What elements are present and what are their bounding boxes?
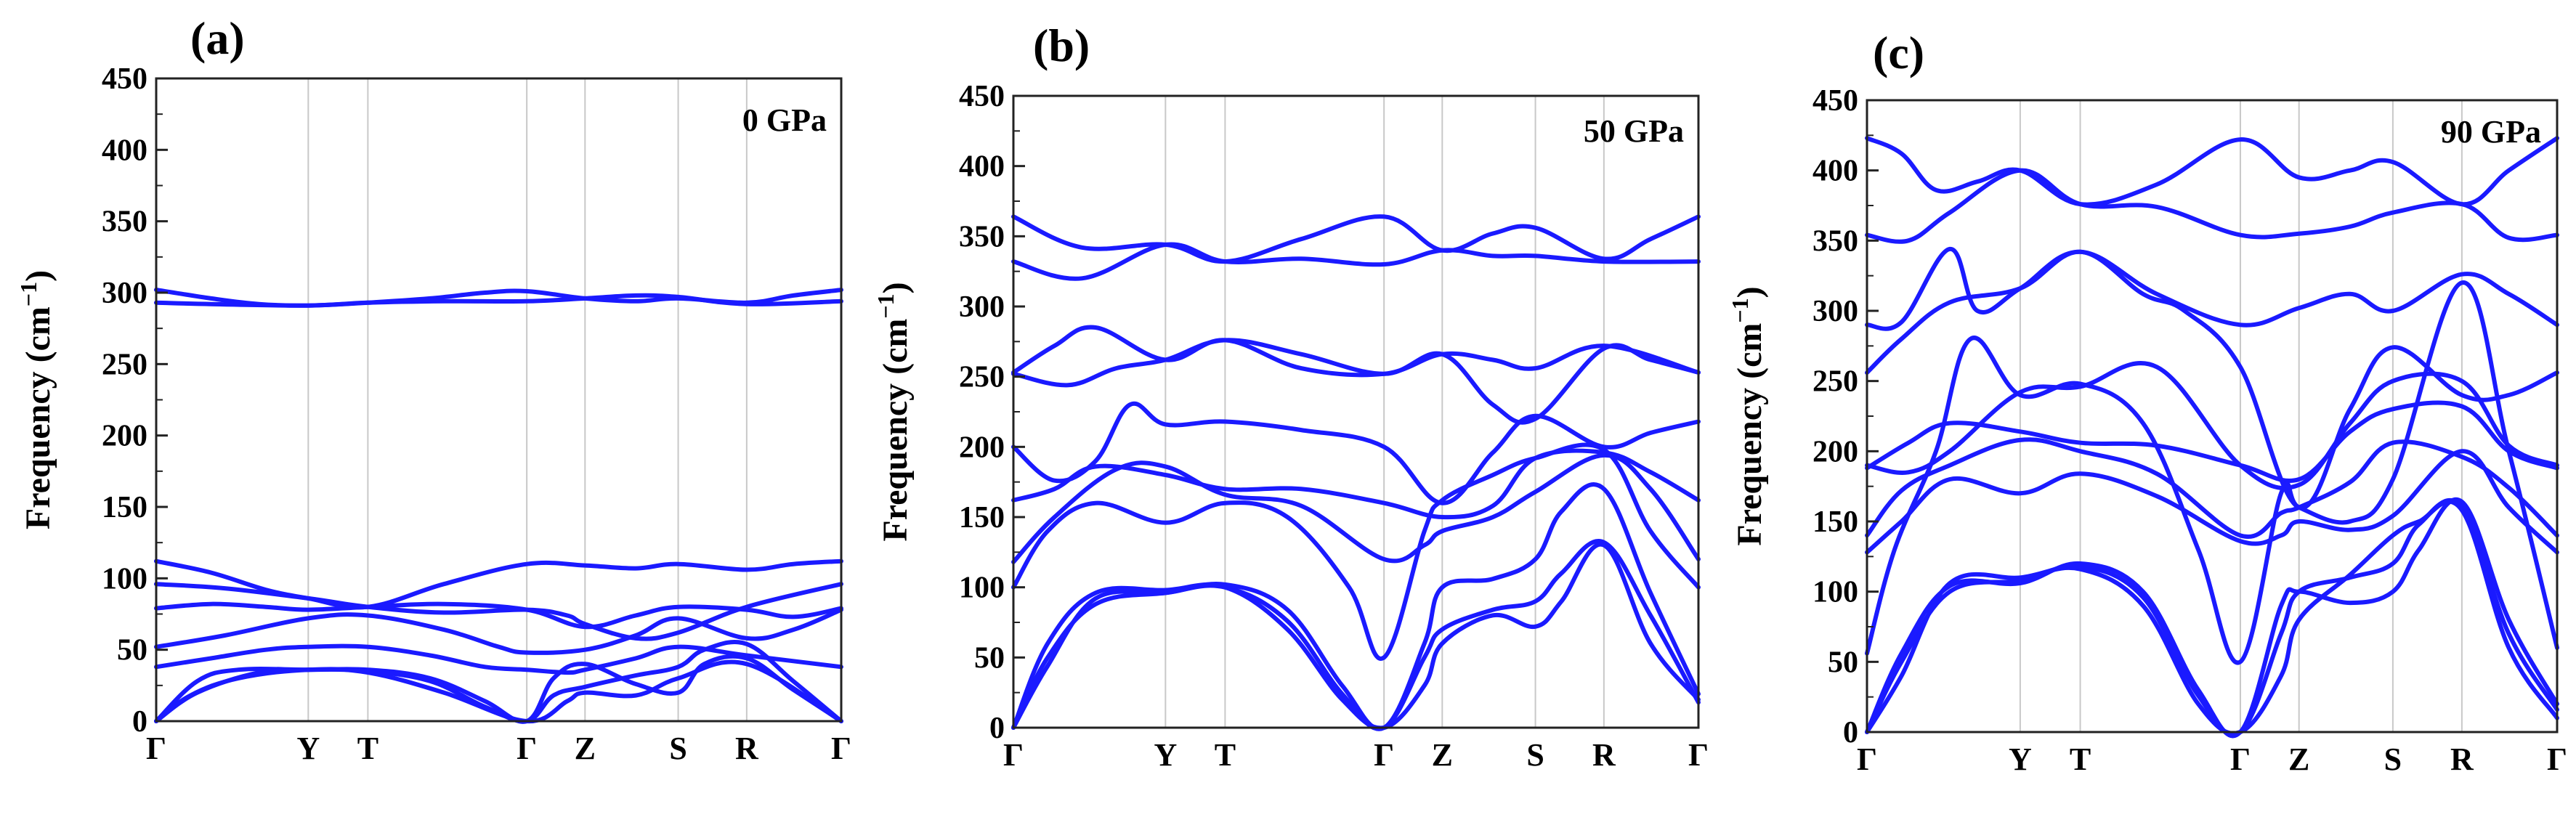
- y-axis-label: Frequency (cm−1): [15, 270, 57, 529]
- y-tick-label: 450: [1812, 84, 1858, 118]
- panel-c: 0 50 100 150 200 250 300 350 400 450 Γ Y T Γ Z S R Γ (c) 90…: [1727, 27, 2567, 777]
- kpoint-label: R: [2450, 741, 2474, 777]
- y-tick-label: 250: [1812, 365, 1858, 399]
- y-tick-label: 350: [959, 220, 1005, 253]
- band-branch-3: [1011, 401, 1701, 505]
- y-tick-label: 300: [102, 277, 147, 310]
- band-acoustic-3: [1865, 499, 2559, 736]
- band-branch-3: [154, 601, 843, 630]
- y-tick-label: 400: [102, 134, 147, 167]
- kpoint-label: Γ: [1374, 737, 1394, 773]
- band-optical-2: [154, 293, 843, 308]
- band-branch-4: [1865, 400, 2559, 484]
- band-branch-4: [1011, 448, 1701, 520]
- band-branch-5: [1865, 437, 2559, 539]
- y-tick-label: 250: [959, 361, 1005, 394]
- y-tick-label: 450: [959, 80, 1005, 113]
- panel-b: 0 50 100 150 200 250 300 350 400 450 Γ Y T Γ Z S R Γ (b) 50…: [872, 20, 1709, 773]
- kpoint-label: Z: [1432, 737, 1453, 773]
- plot-frame: [1012, 94, 1700, 729]
- band-branch-1: [1011, 325, 1701, 378]
- y-tick-label: 50: [974, 641, 1005, 675]
- y-tick-label: 300: [1812, 295, 1858, 328]
- band-branch-5: [1011, 452, 1701, 564]
- y-tick-label: 400: [959, 150, 1005, 184]
- pressure-label: 0 GPa: [742, 102, 827, 138]
- y-tick-label: 450: [102, 62, 147, 96]
- plot-frame: [155, 77, 843, 723]
- y-tick-label: 50: [1828, 646, 1858, 679]
- y-axis-label: Frequency (cm−1): [872, 282, 915, 541]
- kpoint-label: T: [1215, 737, 1236, 773]
- y-tick-label: 400: [1812, 155, 1858, 188]
- band-acoustic-2: [1011, 539, 1701, 731]
- kpoint-label: S: [669, 731, 686, 766]
- y-tick-label: 150: [959, 501, 1005, 535]
- band-branch-5: [154, 643, 843, 675]
- kpoint-label: Γ: [146, 731, 166, 766]
- kpoint-label: Z: [575, 731, 596, 766]
- kpoint-label: Γ: [2230, 741, 2251, 777]
- y-tick-label: 350: [102, 206, 147, 239]
- kpoint-label: Z: [2288, 741, 2309, 777]
- y-tick-label: 250: [102, 348, 147, 381]
- kpoint-label: Γ: [1688, 737, 1709, 773]
- y-tick-label: 200: [959, 431, 1005, 464]
- band-branch-4: [154, 607, 843, 655]
- kpoint-label: Y: [1154, 737, 1177, 773]
- y-tick-label: 200: [102, 420, 147, 453]
- panel-label: (c): [1873, 27, 1924, 78]
- band-acoustic-1: [1011, 482, 1701, 731]
- y-tick-label: 0: [1843, 716, 1858, 749]
- kpoint-label: Y: [296, 731, 320, 766]
- pressure-label: 90 GPa: [2441, 114, 2541, 150]
- kpoint-label: Γ: [1003, 737, 1024, 773]
- band-optical-1: [1011, 214, 1701, 264]
- band-optical-2: [1011, 242, 1701, 281]
- y-tick-label: 300: [959, 290, 1005, 324]
- kpoint-label: Γ: [1857, 741, 1877, 777]
- band-branch-7: [1865, 280, 2559, 665]
- kpoint-label: Y: [2009, 741, 2032, 777]
- band-acoustic-2: [1865, 498, 2559, 737]
- y-axis-label: Frequency (cm−1): [1727, 286, 1769, 545]
- band-branch-2: [154, 582, 843, 641]
- y-tick-label: 0: [132, 705, 147, 739]
- band-branch-6: [1011, 442, 1701, 662]
- band-branch-1: [1865, 246, 2559, 331]
- kpoint-label: Γ: [2547, 741, 2567, 777]
- y-tick-label: 100: [959, 572, 1005, 605]
- y-tick-label: 50: [117, 634, 147, 667]
- panel-label: (b): [1033, 20, 1090, 71]
- kpoint-label: R: [735, 731, 759, 766]
- y-tick-label: 200: [1812, 435, 1858, 468]
- y-tick-label: 0: [989, 712, 1005, 745]
- band-branch-2: [1011, 338, 1701, 425]
- kpoint-label: S: [2384, 741, 2402, 777]
- band-acoustic-3: [1011, 542, 1701, 731]
- pressure-label: 50 GPa: [1584, 113, 1684, 149]
- kpoint-label: S: [1526, 737, 1544, 773]
- y-tick-label: 100: [102, 562, 147, 596]
- kpoint-label: T: [2070, 741, 2091, 777]
- band-optical-2: [1865, 168, 2559, 244]
- band-branch-6: [1865, 449, 2559, 555]
- panel-a: 0 50 100 150 200 250 300 350 400 450 Γ Y T Γ Z S R Γ (a) 0 …: [15, 12, 851, 766]
- kpoint-label: R: [1592, 737, 1616, 773]
- kpoint-label: Γ: [517, 731, 537, 766]
- y-tick-label: 150: [102, 491, 147, 524]
- band-acoustic-1: [1865, 497, 2559, 739]
- kpoint-label: T: [357, 731, 378, 766]
- y-tick-label: 150: [1812, 505, 1858, 539]
- y-tick-label: 350: [1812, 224, 1858, 258]
- y-tick-label: 100: [1812, 576, 1858, 609]
- panel-label: (a): [190, 12, 245, 64]
- band-branch-1: [154, 558, 843, 610]
- kpoint-label: Γ: [831, 731, 851, 766]
